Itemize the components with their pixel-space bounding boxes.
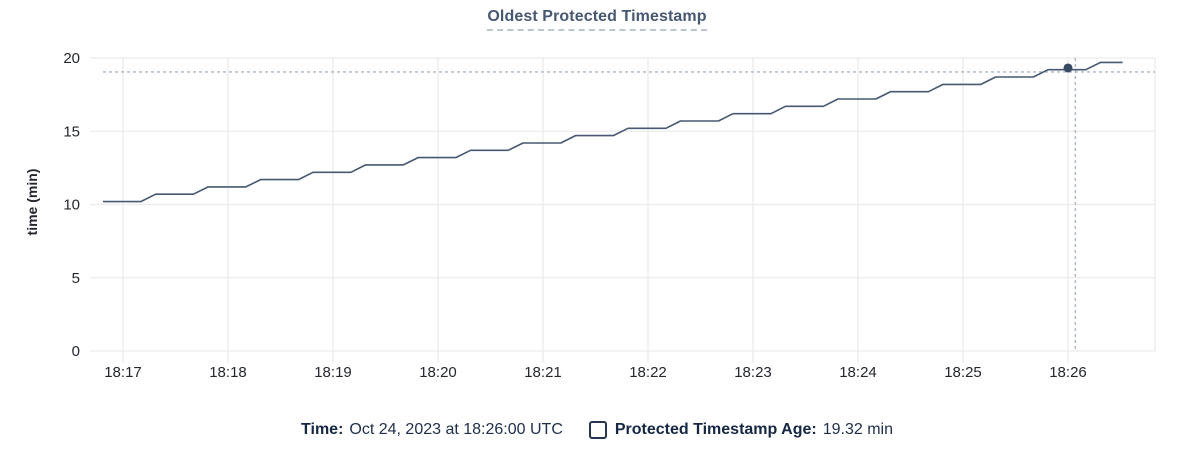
legend-time-value: Oct 24, 2023 at 18:26:00 UTC [349,421,563,438]
legend-series-value: 19.32 min [822,421,893,438]
x-tick-label: 18:26 [1049,364,1087,381]
y-tick-label: 5 [72,270,80,287]
legend-series-label: Protected Timestamp Age: [614,421,817,438]
x-tick-label: 18:22 [629,364,667,381]
line-chart[interactable]: 0 5 10 15 20 18:17 18:18 18:19 18:20 18:21 18:22 18… [0,0,1194,410]
y-tick-label: 15 [63,123,80,140]
chart-legend: Time: Oct 24, 2023 at 18:26:00 UTC Prote… [0,421,1194,439]
chart-header: Oldest Protected Timestamp [0,8,1194,31]
x-tick-label: 18:23 [734,364,772,381]
legend-series-checkbox[interactable] [588,421,607,439]
x-tick-label: 18:24 [839,364,877,381]
hover-point-marker [1063,63,1073,73]
x-tick-label: 18:19 [314,364,352,381]
y-tick-label: 10 [63,197,80,214]
x-tick-label: 18:17 [104,364,142,381]
legend-time-label: Time: [301,421,344,438]
x-tick-label: 18:20 [419,364,457,381]
y-tick-label: 0 [72,343,80,360]
series-line [103,61,1123,203]
legend-series-item: Protected Timestamp Age: 19.32 min [588,421,893,439]
x-tick-label: 18:25 [944,364,982,381]
chart-title[interactable]: Oldest Protected Timestamp [487,8,707,31]
y-tick-label: 20 [63,50,80,67]
x-tick-label: 18:21 [524,364,562,381]
x-tick-label: 18:18 [209,364,247,381]
